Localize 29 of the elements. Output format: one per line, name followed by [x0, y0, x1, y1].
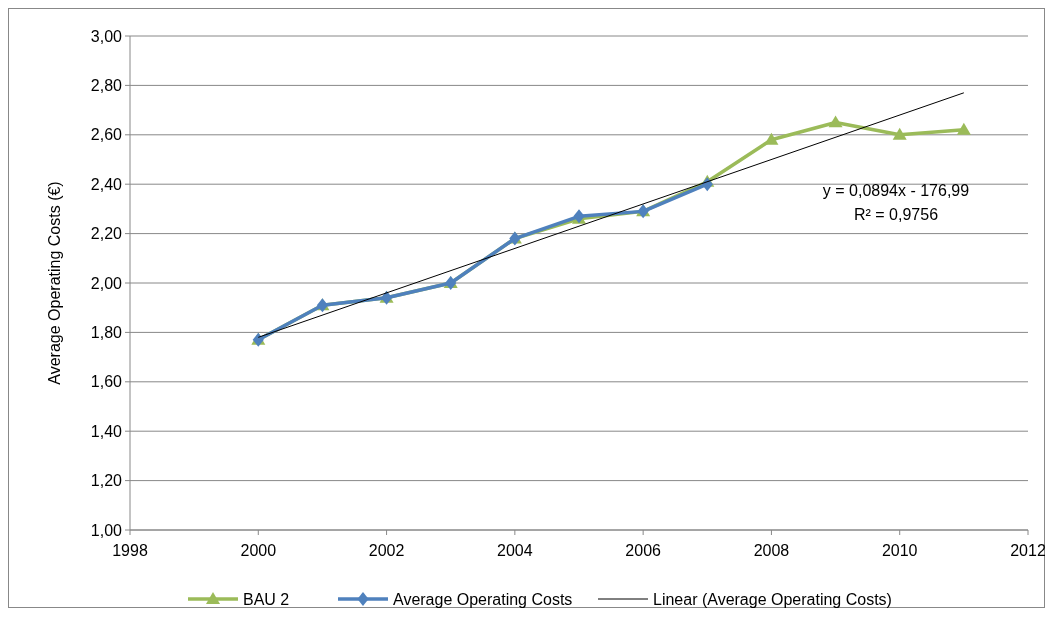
x-tick-label: 1998 [112, 542, 148, 559]
point [956, 122, 971, 135]
x-tick-label: 2008 [753, 542, 790, 559]
x-tick-label: 2004 [497, 542, 533, 559]
legend-label: Linear (Average Operating Costs) [653, 590, 892, 608]
annotation: y = 0,0894x - 176,99 [822, 182, 970, 199]
x-tick-label: 2002 [368, 542, 405, 559]
point [892, 127, 907, 140]
legend-label: BAU 2 [243, 590, 290, 608]
y-axis-title: Average Operating Costs (€) [46, 181, 63, 385]
legend-label: Average Operating Costs [393, 590, 573, 608]
y-tick-label: 2,20 [90, 225, 123, 243]
y-tick-label: 1,80 [90, 324, 123, 341]
y-tick-label: 2,80 [90, 77, 123, 94]
point [828, 115, 843, 128]
x-tick-label: 2010 [881, 542, 918, 559]
x-tick-label: 2012 [1010, 542, 1046, 559]
y-tick-label: 2,60 [90, 126, 123, 144]
y-tick-label: 1,60 [90, 373, 123, 391]
y-tick-label: 2,00 [90, 274, 123, 292]
y-tick-label: 3,00 [90, 27, 123, 45]
annotation: R² = 0,9756 [853, 206, 939, 223]
y-tick-label: 1,20 [90, 472, 123, 490]
x-tick-label: 2000 [240, 542, 277, 559]
point [764, 132, 779, 145]
x-tick-label: 2006 [625, 542, 662, 559]
y-tick-label: 2,40 [90, 175, 123, 193]
y-tick-label: 1,40 [90, 422, 123, 440]
y-tick-label: 1,00 [90, 521, 123, 539]
